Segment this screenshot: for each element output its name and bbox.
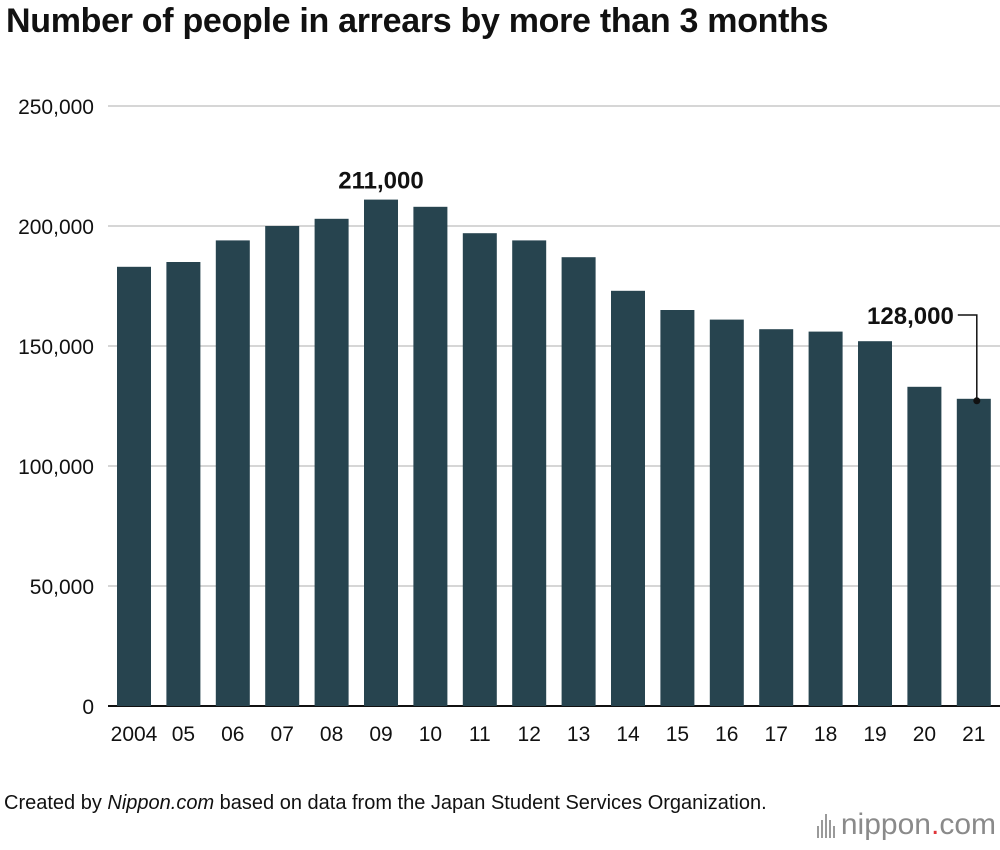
bar — [907, 386, 942, 706]
source-site: Nippon.com — [107, 792, 215, 814]
y-tick-label: 200,000 — [18, 216, 94, 239]
x-tick-label: 16 — [715, 723, 738, 746]
source-note: Created by Nippon.com based on data from… — [4, 790, 767, 816]
source-prefix: Created by — [4, 792, 108, 814]
logo-wordmark: nippon.com — [840, 808, 996, 841]
chart-title: Number of people in arrears by more than… — [6, 2, 829, 40]
x-tick-label: 06 — [221, 723, 244, 746]
bar — [166, 262, 201, 706]
bar — [462, 233, 497, 706]
callout-dot — [973, 397, 981, 405]
bar — [561, 257, 596, 706]
bar — [956, 398, 991, 706]
bar — [660, 310, 695, 706]
bar — [314, 218, 349, 707]
x-tick-label: 14 — [616, 723, 640, 746]
bar-chart: 0 50,000 100,000 150,000 200,000 250,000 2004… — [18, 96, 1000, 746]
bar — [413, 206, 448, 707]
bar — [117, 266, 151, 706]
y-tick-label: 250,000 — [18, 96, 94, 119]
x-tick-label: 13 — [567, 723, 590, 746]
annotations: 211,000 128,000 — [338, 168, 981, 405]
y-axis-ticks: 0 50,000 100,000 150,000 200,000 250,000 — [18, 96, 94, 719]
x-tick-label: 08 — [320, 723, 343, 746]
bar — [265, 226, 300, 706]
data-label: 128,000 — [867, 303, 954, 330]
x-tick-label: 19 — [863, 723, 886, 746]
source-suffix: based on data from the Japan Student Ser… — [214, 792, 767, 814]
y-tick-label: 150,000 — [18, 336, 94, 359]
x-tick-label: 07 — [271, 723, 294, 746]
y-tick-label: 0 — [82, 696, 94, 719]
y-tick-label: 50,000 — [30, 576, 94, 599]
callout-line — [957, 314, 978, 401]
bar — [808, 331, 843, 706]
x-tick-label: 09 — [369, 723, 392, 746]
bar — [759, 329, 794, 706]
bar — [709, 319, 744, 706]
y-tick-label: 100,000 — [18, 456, 94, 479]
x-tick-label: 2004 — [111, 723, 158, 746]
bar — [611, 290, 645, 706]
x-axis-ticks: 2004 05 06 07 08 09 10 11 12 13 14 15 16 17 18 19 20 21 — [111, 723, 986, 746]
bar — [215, 240, 250, 706]
x-tick-label: 21 — [962, 723, 985, 746]
x-tick-label: 05 — [172, 723, 195, 746]
x-tick-label: 10 — [419, 723, 442, 746]
bar — [512, 240, 547, 706]
x-tick-label: 17 — [765, 723, 788, 746]
x-tick-label: 18 — [814, 723, 837, 746]
x-tick-label: 12 — [518, 723, 541, 746]
data-label: 211,000 — [338, 168, 423, 195]
x-tick-label: 15 — [666, 723, 689, 746]
bars — [117, 199, 991, 707]
bar — [858, 341, 892, 706]
gridlines — [108, 105, 1000, 707]
logo-mark-icon — [816, 812, 835, 838]
nippon-logo: nippon.com — [816, 808, 996, 842]
x-tick-label: 20 — [913, 723, 936, 746]
x-tick-label: 11 — [469, 723, 491, 746]
bar — [364, 199, 398, 706]
